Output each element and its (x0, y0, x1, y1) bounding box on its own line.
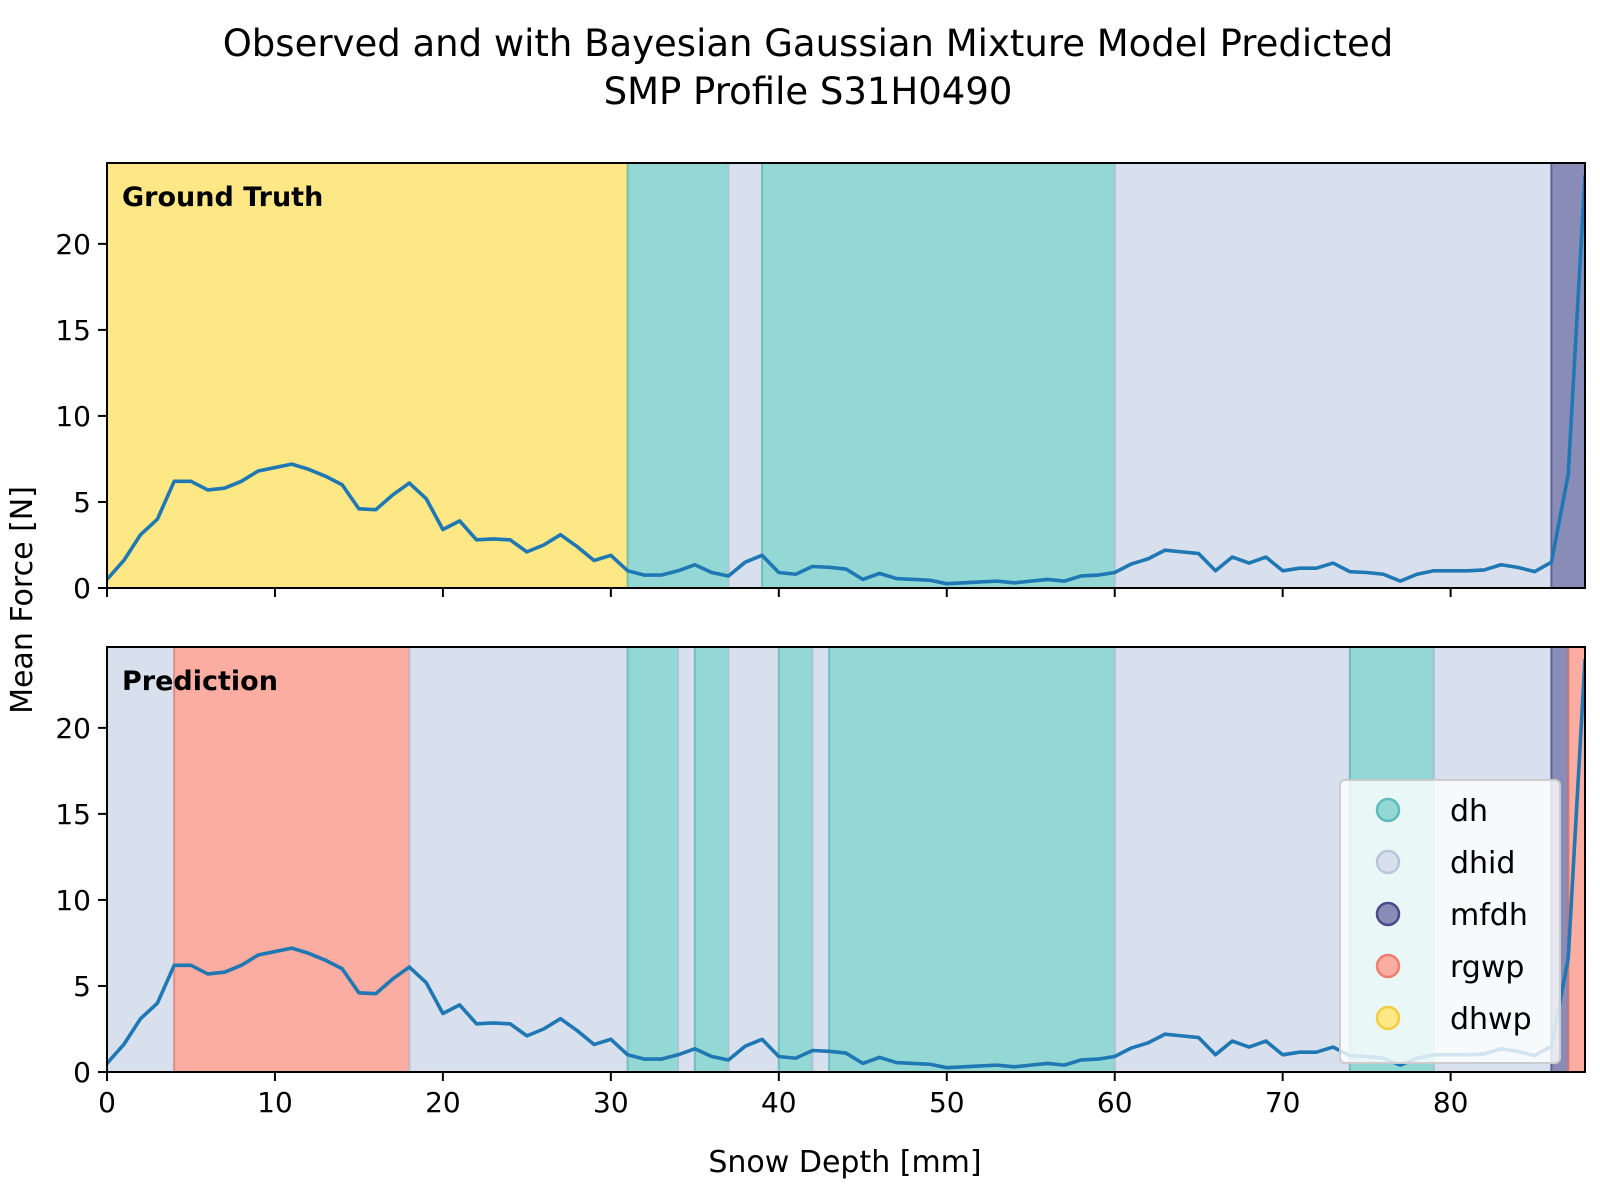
segment-dhid (678, 647, 695, 1072)
legend-box (1339, 779, 1561, 1064)
legend-marker-mfdh (1375, 901, 1401, 927)
y-tick-label: 20 (55, 712, 91, 745)
segment-dhid (1114, 163, 1552, 588)
y-tick-label: 0 (73, 1056, 91, 1089)
legend-label-dhwp: dhwp (1450, 1002, 1532, 1037)
panel-label: Prediction (122, 666, 278, 697)
segments-group (107, 163, 1585, 588)
plot-frame (106, 162, 1586, 589)
y-tick-label: 15 (55, 314, 91, 347)
x-tick-label: 60 (1097, 1086, 1133, 1119)
segment-dhid (812, 647, 830, 1072)
y-tick-label: 15 (55, 798, 91, 831)
segment-dh (829, 647, 1115, 1072)
segment-dh (762, 163, 1115, 588)
chart-title: Observed and with Bayesian Gaussian Mixt… (223, 22, 1394, 65)
legend-marker-dh (1375, 797, 1401, 823)
x-tick-label: 30 (593, 1086, 629, 1119)
panel-label: Ground Truth (122, 182, 323, 213)
y-tick-label: 10 (55, 884, 91, 917)
x-tick-label: 20 (425, 1086, 461, 1119)
legend-label-dhid: dhid (1450, 846, 1515, 881)
x-tick-label: 0 (98, 1086, 116, 1119)
segment-dh (627, 647, 679, 1072)
y-tick-label: 20 (55, 228, 91, 261)
segment-mfdh (1551, 163, 1585, 588)
x-tick-label: 40 (761, 1086, 797, 1119)
y-tick-label: 10 (55, 400, 91, 433)
legend-marker-dhwp (1375, 1005, 1401, 1031)
segment-dhid (107, 647, 175, 1072)
x-tick-label: 70 (1265, 1086, 1301, 1119)
chart-subtitle: SMP Profile S31H0490 (604, 70, 1013, 113)
segment-dh (627, 163, 729, 588)
legend-label-dh: dh (1450, 794, 1488, 829)
segment-dhid (728, 163, 763, 588)
legend-label-rgwp: rgwp (1450, 950, 1524, 985)
plot-frame (106, 646, 1586, 1073)
x-tick-label: 80 (1433, 1086, 1469, 1119)
segment-dh (778, 647, 813, 1072)
segment-dhwp (107, 163, 628, 588)
y-tick-label: 5 (73, 970, 91, 1003)
force-line (107, 174, 1585, 586)
segment-rgwp (174, 647, 410, 1072)
x-tick-label: 10 (257, 1086, 293, 1119)
segment-dhid (728, 647, 779, 1072)
panel-ground-truth: 0 5 10 15 20 Ground Truth (55, 162, 1586, 605)
legend-label-mfdh: mfdh (1450, 898, 1528, 933)
chart-legend: dh dhid mfdh rgwp dhwp (1339, 779, 1561, 1064)
x-axis-label: Snow Depth [mm] (708, 1145, 981, 1180)
y-tick-label: 5 (73, 486, 91, 519)
legend-marker-rgwp (1375, 953, 1401, 979)
y-axis-label: Mean Force [N] (5, 486, 40, 714)
segment-dhid (409, 647, 628, 1072)
force-line (107, 658, 1585, 1070)
segment-dhid (1114, 647, 1350, 1072)
legend-marker-dhid (1375, 849, 1401, 875)
segment-dh (694, 647, 729, 1072)
y-tick-label: 0 (73, 572, 91, 605)
x-tick-label: 50 (929, 1086, 965, 1119)
